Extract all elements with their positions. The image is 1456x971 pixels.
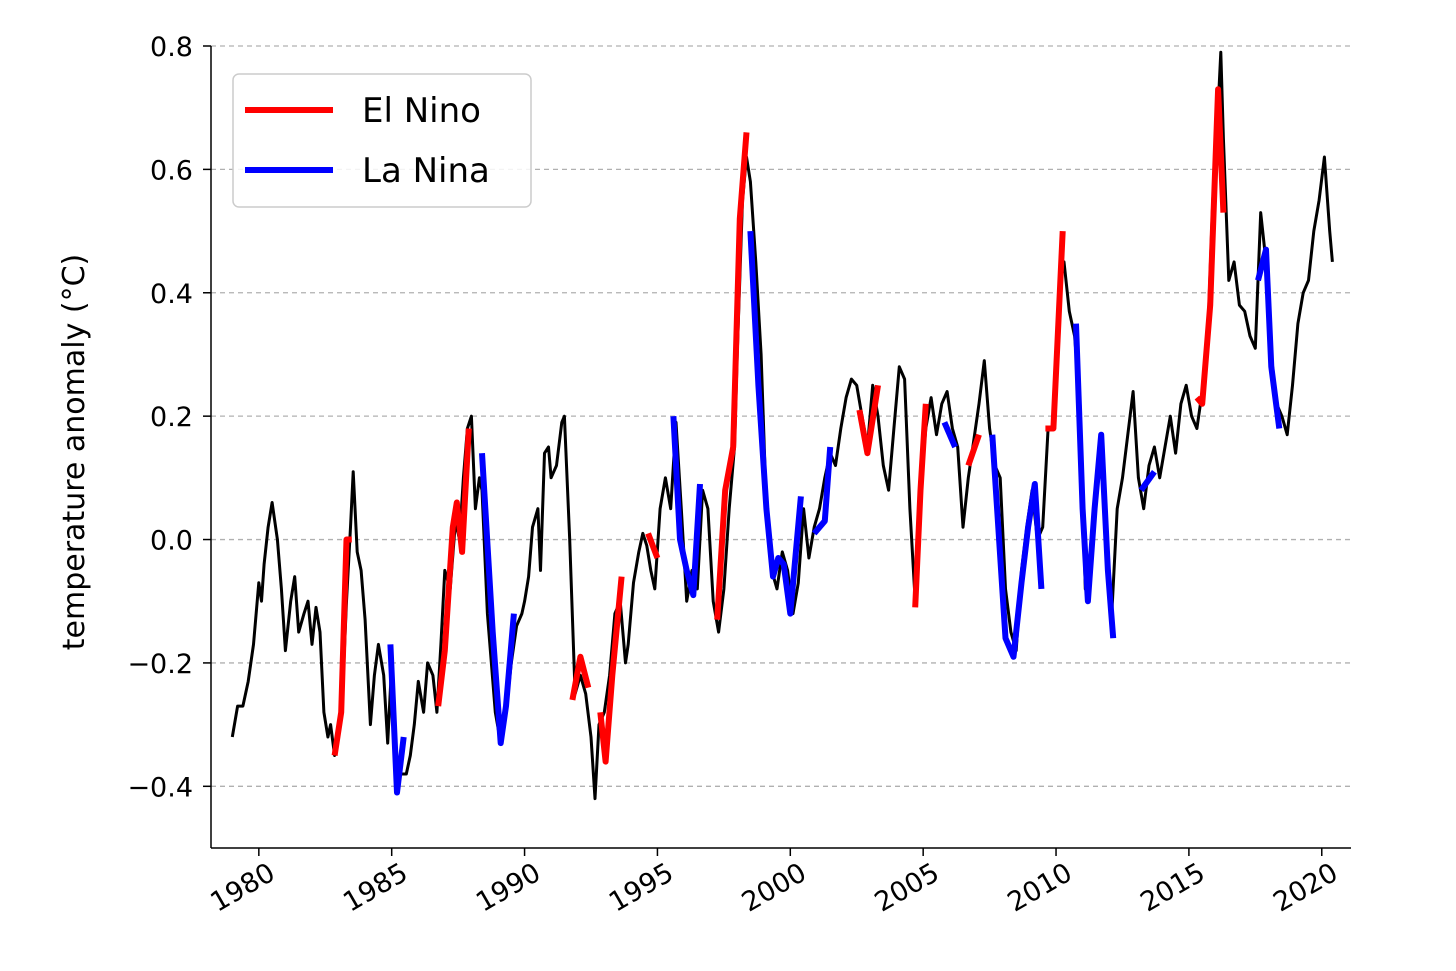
y-tick-label: 0.0 — [150, 526, 193, 557]
la-nina-segment — [1255, 246, 1283, 429]
legend: El Nino La Nina — [232, 73, 532, 208]
la-nina-segment — [747, 230, 804, 617]
x-tick-label: 2000 — [737, 857, 812, 918]
x-tick-label: 2020 — [1268, 857, 1343, 918]
el-nino-segment — [597, 576, 625, 765]
y-tick-label: 0.4 — [150, 279, 193, 310]
x-ticks: 1980 1985 1990 1995 2000 2005 2010 2015 2020 — [205, 848, 1343, 918]
x-tick-label: 1990 — [471, 857, 546, 918]
x-tick-label: 1985 — [338, 857, 413, 918]
el-nino-segment — [856, 384, 881, 457]
y-tick-label: 0.6 — [150, 155, 193, 186]
la-nina-segment — [989, 434, 1045, 660]
la-nina-segment — [387, 644, 407, 796]
y-axis-label: temperature anomaly (°C) — [57, 254, 92, 650]
el-nino-segment — [912, 403, 929, 608]
y-tick-label: 0.8 — [150, 32, 193, 63]
el-nino-segment — [1045, 230, 1066, 432]
plot-lines — [230, 50, 1334, 801]
x-tick-label: 2010 — [1003, 857, 1078, 918]
axes — [210, 46, 1351, 849]
legend-label-la-nina: La Nina — [362, 151, 490, 191]
la-nina-segment — [811, 446, 834, 536]
la-nina-segment — [1073, 323, 1117, 639]
la-nina-segment — [941, 421, 958, 449]
x-tick-label: 1980 — [205, 857, 280, 918]
el-nino-segment — [569, 653, 592, 701]
la-nina-segment — [670, 416, 703, 599]
la-nina-segment — [479, 453, 517, 747]
y-tick-label: −0.2 — [127, 649, 193, 680]
x-tick-label: 2005 — [870, 857, 945, 918]
el-nino-segment — [965, 433, 982, 467]
x-tick-label: 1995 — [604, 857, 679, 918]
el-nino-segment — [435, 428, 472, 707]
legend-label-el-nino: El Nino — [362, 91, 481, 131]
el-nino-segment — [714, 132, 750, 620]
y-ticks: −0.4 −0.2 0.0 0.2 0.4 0.6 0.8 — [127, 32, 211, 803]
el-nino-segment — [645, 532, 661, 560]
x-tick-label: 2015 — [1135, 857, 1210, 918]
el-nino-segment — [331, 536, 352, 756]
y-tick-label: −0.4 — [127, 772, 193, 803]
la-nina-segment — [1138, 469, 1157, 492]
y-tick-label: 0.2 — [150, 402, 193, 433]
el-nino-segment — [1194, 86, 1227, 407]
